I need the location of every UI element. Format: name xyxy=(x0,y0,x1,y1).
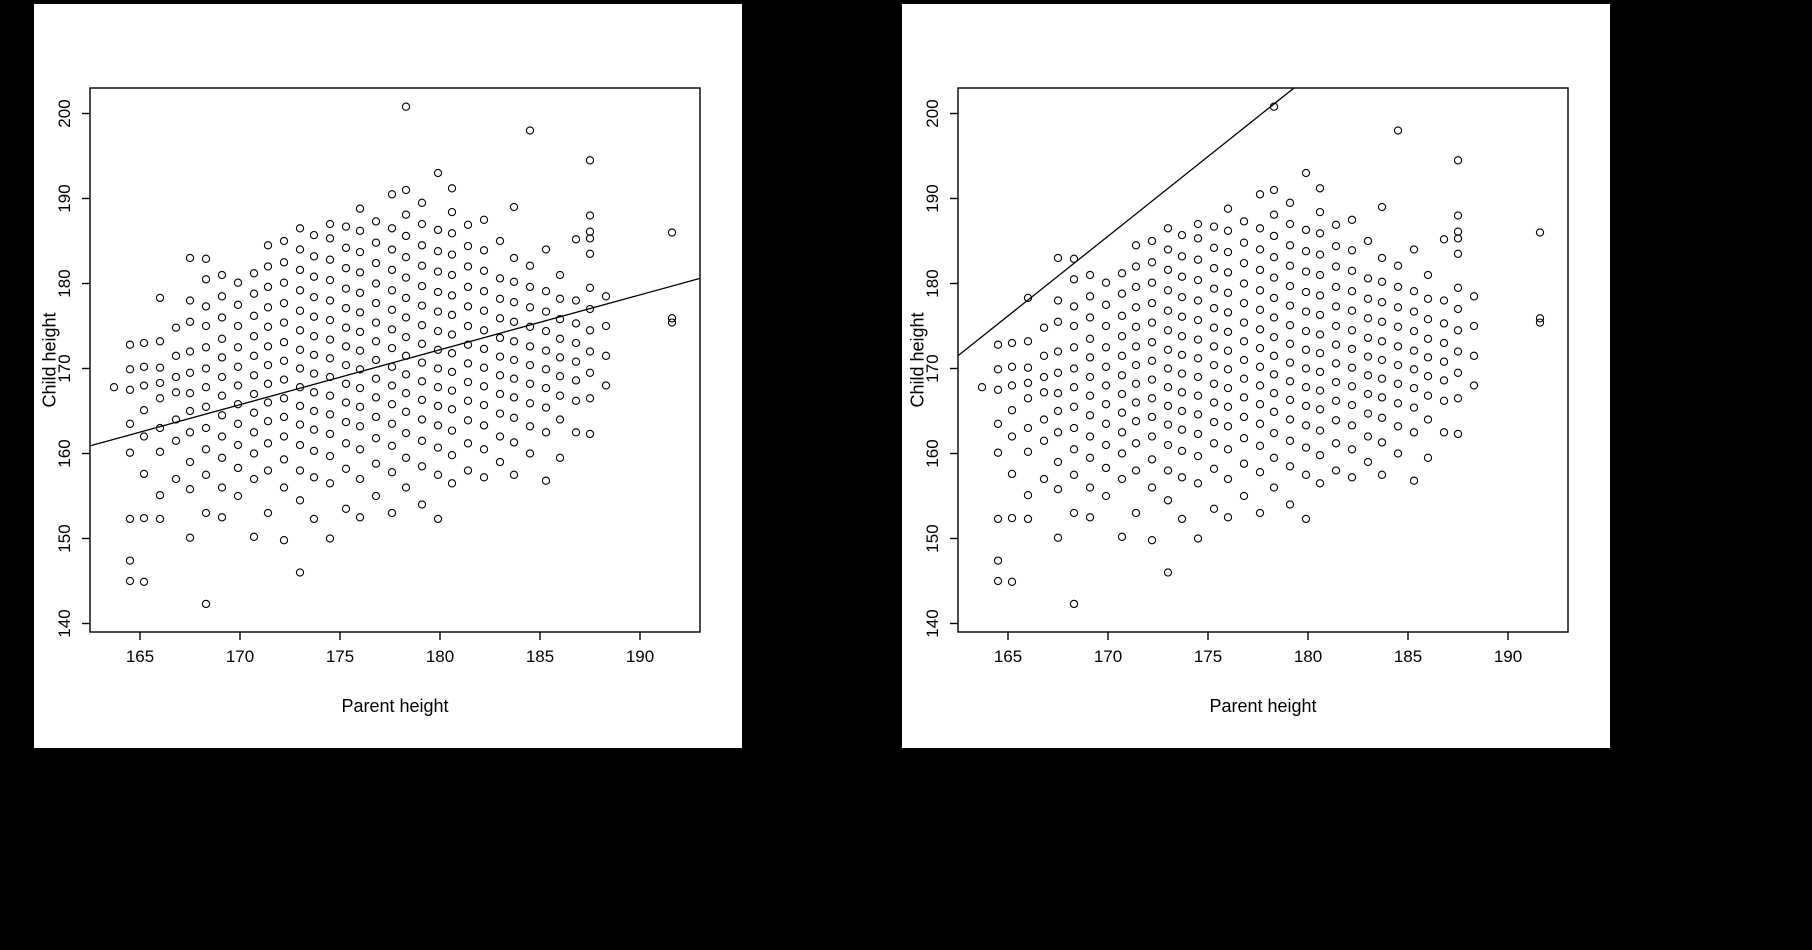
x-tick-label: 165 xyxy=(994,647,1022,666)
x-tick-label: 170 xyxy=(226,647,254,666)
right-scatter-plot: 165 170 175 180 185 190 140 150 160 170 180 190 200 xyxy=(923,87,1569,666)
y-tick-label: 140 xyxy=(923,609,942,637)
y-tick-label: 200 xyxy=(55,99,74,127)
x-tick-label: 185 xyxy=(1394,647,1422,666)
x-tick-label: 190 xyxy=(1494,647,1522,666)
y-tick-label: 170 xyxy=(55,354,74,382)
right-y-axis-label: Child height xyxy=(907,312,928,408)
y-tick-label: 180 xyxy=(55,269,74,297)
y-tick-label: 170 xyxy=(923,354,942,382)
right-plot-panel: 165 170 175 180 185 190 140 150 160 170 180 190 200 … xyxy=(902,4,1610,748)
axis-ticks: 165 170 175 180 185 190 140 150 160 170 180 190 200 xyxy=(55,99,654,666)
x-tick-label: 180 xyxy=(426,647,454,666)
y-tick-label: 190 xyxy=(55,184,74,212)
y-tick-label: 190 xyxy=(923,184,942,212)
left-plot-panel: 165 170 175 180 185 190 140 150 160 170 180 190 200 … xyxy=(34,4,742,748)
left-scatter-plot: 165 170 175 180 185 190 140 150 160 170 180 190 200 xyxy=(55,87,701,666)
fit-line xyxy=(957,87,1295,357)
y-tick-label: 200 xyxy=(923,99,942,127)
left-x-axis-label: Parent height xyxy=(341,696,449,716)
y-tick-label: 150 xyxy=(923,524,942,552)
plot-box xyxy=(89,87,701,633)
x-tick-label: 170 xyxy=(1094,647,1122,666)
y-tick-label: 180 xyxy=(923,269,942,297)
x-tick-label: 190 xyxy=(626,647,654,666)
x-tick-label: 180 xyxy=(1294,647,1322,666)
x-tick-label: 175 xyxy=(1194,647,1222,666)
right-x-axis-label: Parent height xyxy=(1209,696,1317,716)
scatter-points xyxy=(109,102,677,609)
fit-line xyxy=(89,277,701,447)
scatter-points xyxy=(977,102,1545,609)
axis-ticks: 165 170 175 180 185 190 140 150 160 170 180 190 200 xyxy=(923,99,1522,666)
y-tick-label: 160 xyxy=(923,439,942,467)
x-tick-label: 185 xyxy=(526,647,554,666)
plot-box xyxy=(957,87,1569,633)
x-tick-label: 175 xyxy=(326,647,354,666)
x-tick-label: 165 xyxy=(126,647,154,666)
y-tick-label: 150 xyxy=(55,524,74,552)
y-tick-label: 160 xyxy=(55,439,74,467)
y-tick-label: 140 xyxy=(55,609,74,637)
left-y-axis-label: Child height xyxy=(39,312,60,408)
